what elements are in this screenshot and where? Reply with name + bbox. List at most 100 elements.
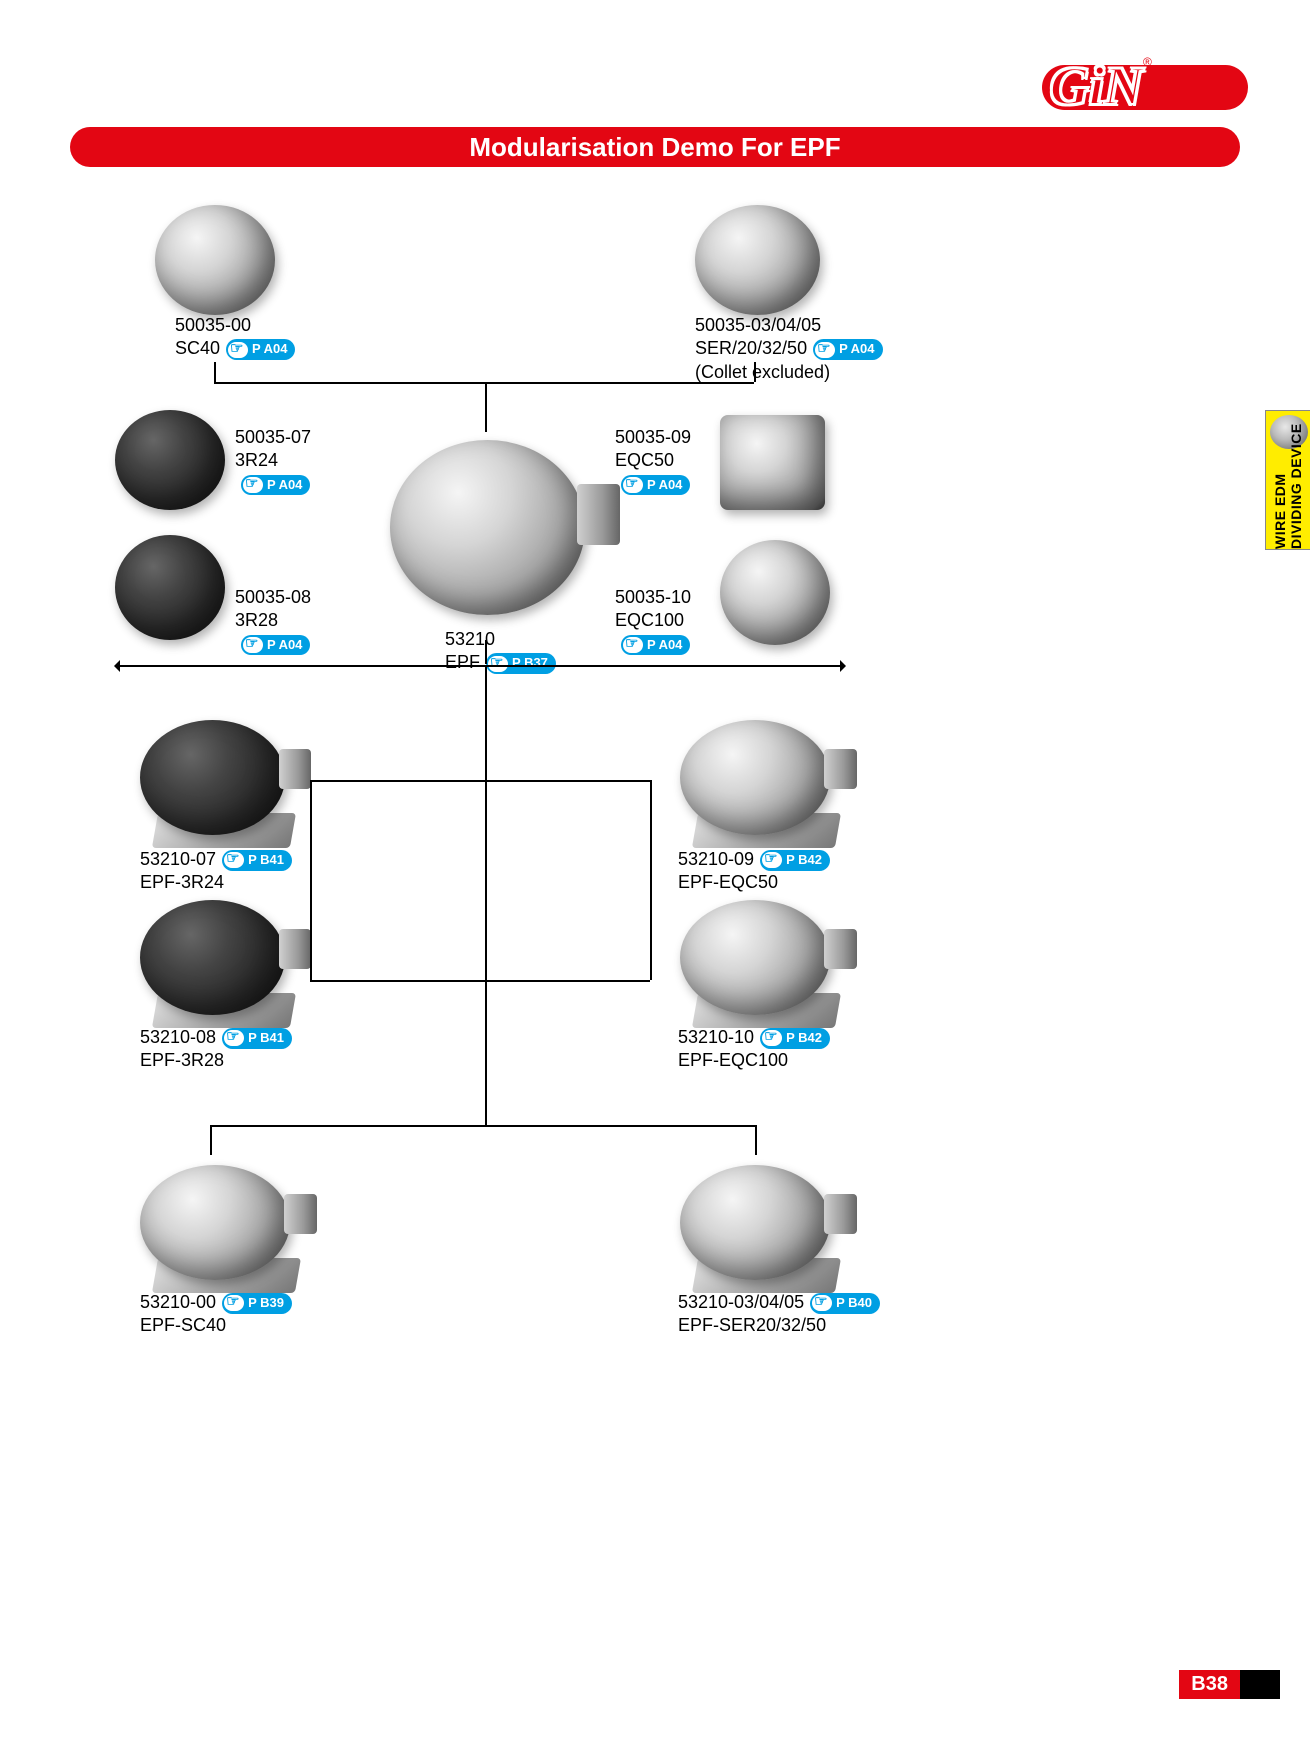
product-image-sc40 [155,205,275,315]
product-name: EPF-EQC100 [678,1050,788,1070]
connector-line [754,362,756,382]
product-code: 50035-00 [175,315,251,335]
connector-line [485,640,487,664]
connector-line [210,1125,212,1155]
product-name: EQC100 [615,610,684,630]
registered-mark: ® [1143,55,1152,69]
product-name: 3R28 [235,610,278,630]
product-name: EPF-EQC50 [678,872,778,892]
product-code: 53210-03/04/05 [678,1292,804,1312]
product-label-eqc50: 50035-09 EQC50 P A04 [615,426,691,496]
product-name: 3R24 [235,450,278,470]
product-code: 53210-08 [140,1027,216,1047]
product-image-epf_sc40 [140,1165,290,1280]
product-code: 53210-10 [678,1027,754,1047]
page-ref-badge: P A04 [226,339,295,360]
product-name: EPF-3R24 [140,872,224,892]
page-ref-badge: P B40 [810,1293,880,1314]
product-image-r3_24 [115,410,225,510]
connector-line [214,382,754,384]
product-label-epf_3r28: 53210-08 P B41EPF-3R28 [140,1026,292,1073]
connector-line [485,980,650,982]
product-name: EQC50 [615,450,674,470]
product-image-r3_28 [115,535,225,640]
connector-line [485,780,650,782]
product-code: 50035-07 [235,427,311,447]
section-tab-label: WIRE EDM DIVIDING DEVICE [1272,411,1304,549]
page-ref-badge: P B42 [760,1028,830,1049]
page-ref-badge: P B41 [222,1028,292,1049]
page-ref-badge: P A04 [813,339,882,360]
product-code: 50035-10 [615,587,691,607]
page-ref-badge: P B41 [222,850,292,871]
hand-icon [228,342,248,358]
connector-line [755,1125,757,1155]
connector-line [310,780,312,980]
product-code: 53210-09 [678,849,754,869]
hand-icon [488,656,508,672]
connector-line [120,665,840,667]
product-label-epf_3r24: 53210-07 P B41EPF-3R24 [140,848,292,895]
section-tab: WIRE EDM DIVIDING DEVICE [1265,410,1310,550]
connector-line [210,1125,755,1127]
product-label-epf_sc40: 53210-00 P B39EPF-SC40 [140,1291,292,1338]
product-code: 53210-07 [140,849,216,869]
hand-icon [623,637,643,653]
connector-line [650,780,652,980]
page-ref-badge: P A04 [621,475,690,496]
product-image-epf_3r28 [140,900,285,1015]
connector-line [485,665,487,1125]
page-ref-badge: P A04 [241,475,310,496]
connector-line [310,780,485,782]
hand-icon [815,342,835,358]
product-name: EPF-3R28 [140,1050,224,1070]
product-image-epf_eqc50 [680,720,830,835]
page-number: B38 [1179,1670,1240,1699]
page-ref-badge: P A04 [621,635,690,656]
page-ref-badge: P B37 [486,653,556,674]
connector-line [485,382,487,432]
product-label-ser: 50035-03/04/05SER/20/32/50 P A04(Collet e… [695,314,883,384]
product-name: EPF-SC40 [140,1315,226,1335]
product-code: 50035-09 [615,427,691,447]
product-image-eqc100 [720,540,830,645]
product-name: EPF [445,651,480,674]
product-label-eqc100: 50035-10 EQC100 P A04 [615,586,691,656]
product-code: 50035-08 [235,587,311,607]
product-name: SC40 [175,337,220,360]
hand-icon [623,477,643,493]
product-label-r3_28: 50035-08 3R28 P A04 [235,586,311,656]
product-image-epf_3r24 [140,720,285,835]
product-image-ser [695,205,820,315]
product-image-epf_ser [680,1165,830,1280]
hand-icon [243,477,263,493]
hand-icon [812,1295,832,1311]
hand-icon [762,852,782,868]
product-image-eqc50 [720,415,825,510]
product-code: 53210 [445,629,495,649]
product-note: (Collet excluded) [695,362,830,382]
page-ref-badge: P A04 [241,635,310,656]
page-title: Modularisation Demo For EPF [70,127,1240,167]
product-name: EPF-SER20/32/50 [678,1315,826,1335]
product-label-epf_eqc50: 53210-09 P B42EPF-EQC50 [678,848,830,895]
product-name: SER/20/32/50 [695,337,807,360]
product-code: 50035-03/04/05 [695,315,821,335]
product-label-epf_eqc100: 53210-10 P B42EPF-EQC100 [678,1026,830,1073]
hand-icon [224,1030,244,1046]
connector-line [214,362,216,382]
product-code: 53210-00 [140,1292,216,1312]
product-label-epf_ser: 53210-03/04/05 P B40EPF-SER20/32/50 [678,1291,880,1338]
catalog-page: GiN® Modularisation Demo For EPF WIRE ED… [0,0,1310,1754]
brand-name: GiN [1050,56,1143,116]
product-label-r3_24: 50035-07 3R24 P A04 [235,426,311,496]
hand-icon [243,637,263,653]
hand-icon [224,852,244,868]
page-ref-badge: P B39 [222,1293,292,1314]
product-image-epf_eqc100 [680,900,830,1015]
hand-icon [224,1295,244,1311]
product-label-sc40: 50035-00SC40 P A04 [175,314,295,361]
hand-icon [762,1030,782,1046]
page-ref-badge: P B42 [760,850,830,871]
product-label-epf: 53210EPF P B37 [445,628,556,675]
